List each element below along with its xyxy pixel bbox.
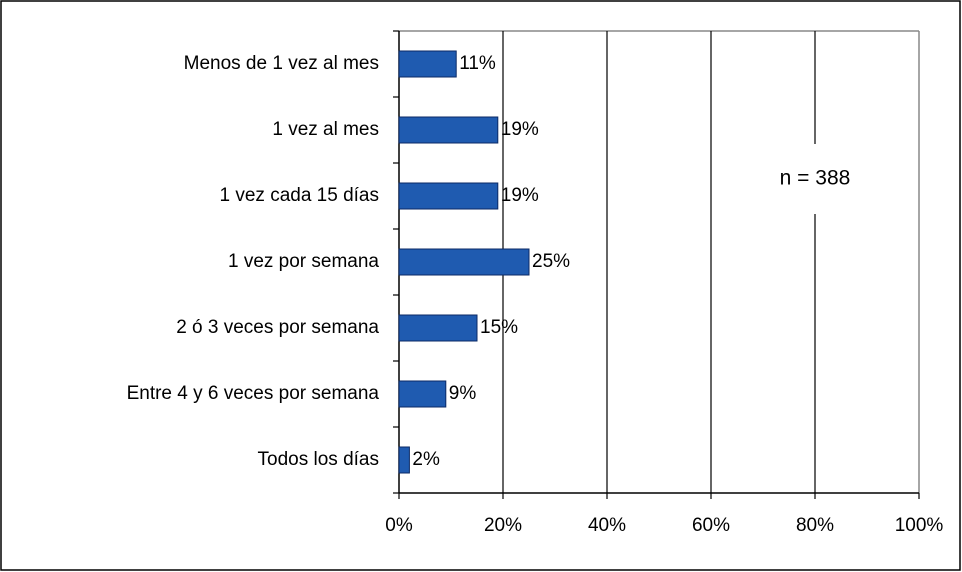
x-tick-label: 40% <box>588 515 626 536</box>
x-tick-label: 100% <box>895 515 944 536</box>
y-tick-label: Entre 4 y 6 veces por semana <box>127 383 380 404</box>
x-tick-label: 20% <box>484 515 522 536</box>
annotation-box <box>755 144 875 214</box>
value-label: 2% <box>412 449 440 470</box>
bar <box>398 446 410 474</box>
value-label: 15% <box>480 317 518 338</box>
value-label: 19% <box>501 119 539 140</box>
y-tick-label: Todos los días <box>258 449 379 470</box>
y-tick-label: 1 vez cada 15 días <box>220 185 380 206</box>
bar <box>398 248 530 276</box>
bar <box>398 116 499 144</box>
bar <box>398 314 478 342</box>
x-tick-label: 60% <box>692 515 730 536</box>
y-tick-label: Menos de 1 vez al mes <box>184 53 379 74</box>
bar <box>398 50 457 78</box>
y-tick-label: 2 ó 3 veces por semana <box>176 317 379 338</box>
value-label: 11% <box>459 53 496 74</box>
y-tick-label: 1 vez al mes <box>272 119 379 140</box>
value-label: 19% <box>501 185 539 206</box>
x-tick-label: 0% <box>385 515 413 536</box>
bar <box>398 380 447 408</box>
value-label: 25% <box>532 251 570 272</box>
y-tick-label: 1 vez por semana <box>228 251 379 272</box>
annotation: n = 388 <box>780 167 851 190</box>
bar <box>398 182 499 210</box>
value-label: 9% <box>449 383 477 404</box>
x-tick-label: 80% <box>796 515 834 536</box>
